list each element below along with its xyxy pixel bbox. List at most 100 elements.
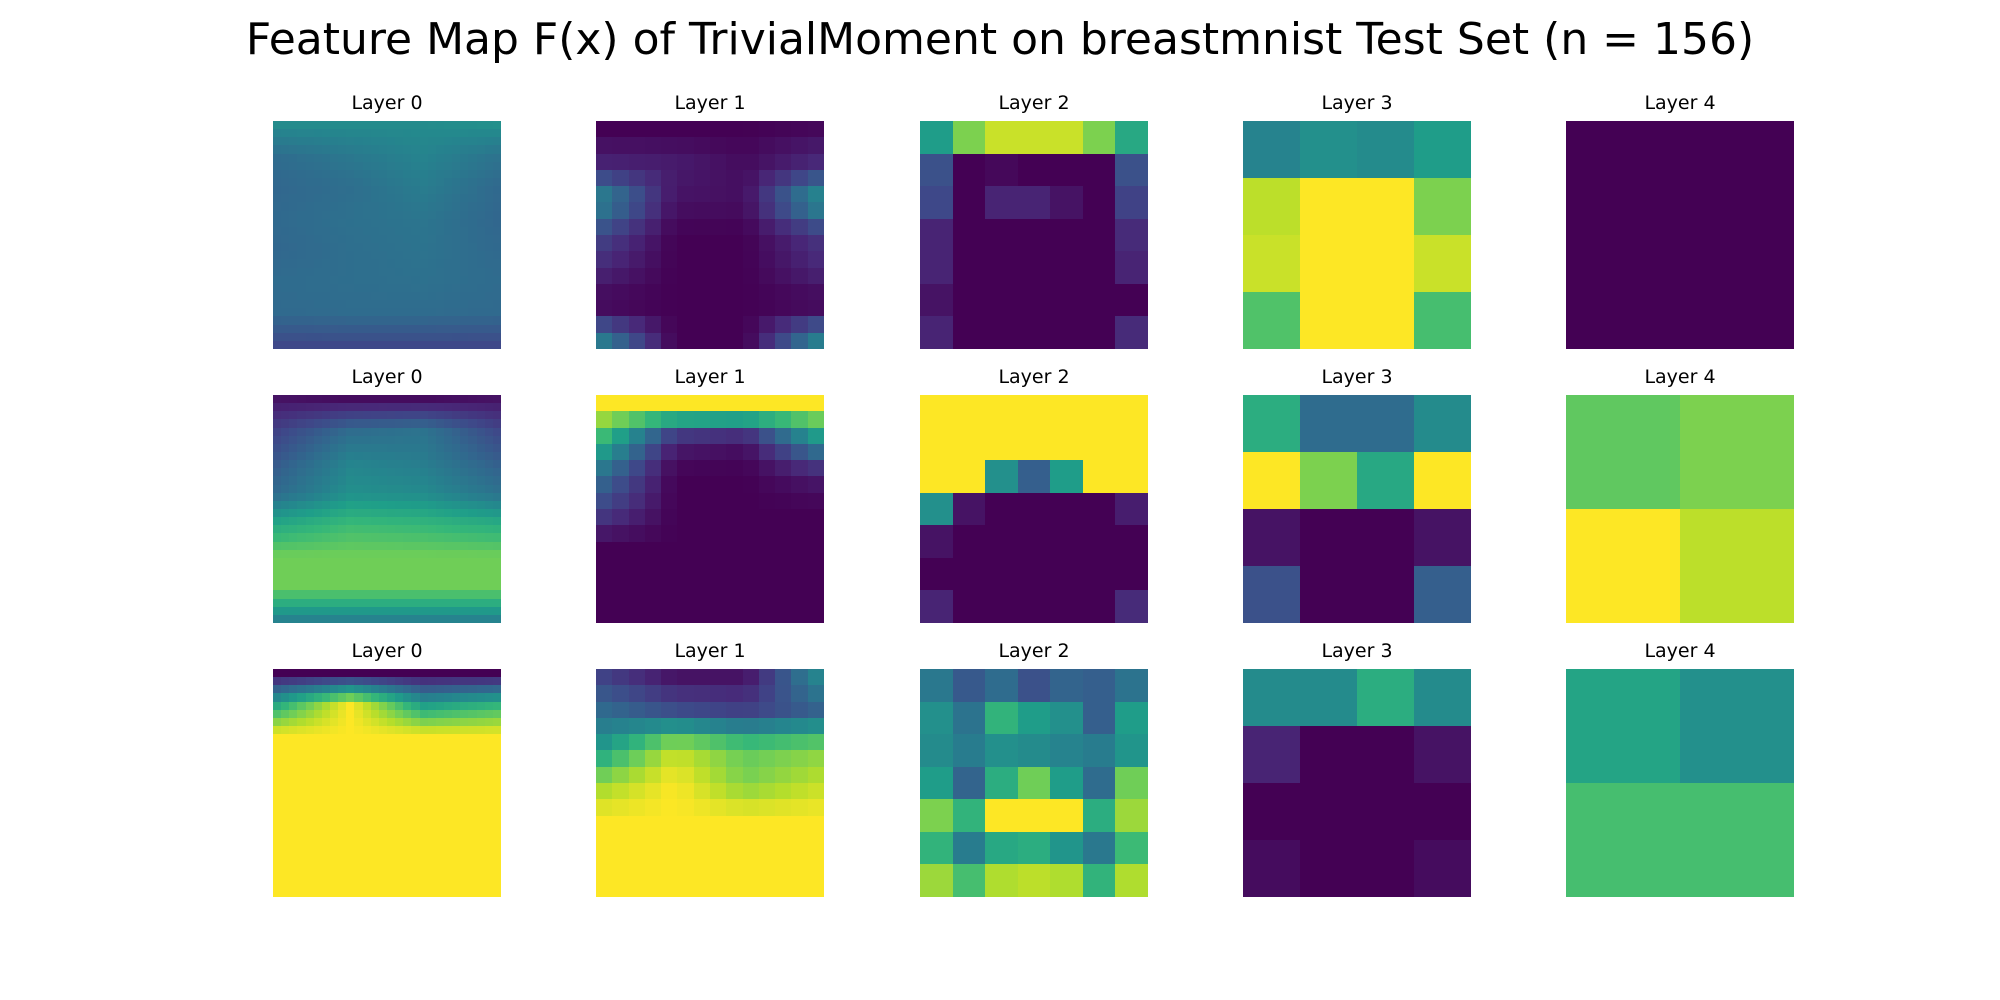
heatmap-cell [346, 832, 354, 840]
heatmap-cell [289, 452, 297, 460]
heatmap-cell [436, 219, 444, 227]
heatmap-cell [420, 395, 428, 403]
heatmap-cell [387, 129, 395, 137]
heatmap-cell [306, 517, 314, 525]
heatmap-cell [444, 799, 452, 807]
heatmap-cell [677, 268, 694, 284]
heatmap-cell [436, 292, 444, 300]
heatmap-cell [460, 566, 468, 574]
heatmap-cell [322, 243, 330, 251]
heatmap-cell [1018, 702, 1050, 734]
heatmap-cell [387, 702, 395, 710]
heatmap-cell [808, 186, 824, 202]
heatmap-cell [808, 476, 824, 493]
heatmap-cell [395, 493, 403, 501]
heatmap-cell [726, 607, 743, 623]
heatmap-cell [436, 607, 444, 615]
heatmap-cell [411, 243, 420, 251]
heatmap-cell [468, 259, 477, 268]
heatmap-cell [420, 121, 428, 129]
heatmap-cell [314, 178, 322, 186]
heatmap-cell [661, 300, 677, 316]
heatmap-cell [1083, 767, 1115, 799]
heatmap-cell [338, 251, 346, 259]
heatmap-cell [493, 607, 501, 615]
heatmap-image [596, 121, 824, 349]
heatmap-cell [273, 300, 281, 308]
heatmap-cell [306, 685, 314, 693]
heatmap-cell [330, 742, 338, 750]
heatmap-cell [1115, 251, 1148, 284]
heatmap-cell [477, 509, 485, 517]
heatmap-cell [289, 783, 297, 791]
heatmap-cell [645, 170, 661, 186]
heatmap-cell [710, 300, 726, 316]
heatmap-cell [493, 566, 501, 574]
heatmap-cell [444, 243, 452, 251]
heatmap-cell [330, 316, 338, 325]
heatmap-cell [411, 864, 420, 873]
heatmap-cell [338, 452, 346, 460]
heatmap-cell [289, 292, 297, 300]
heatmap-cell [420, 873, 428, 881]
heatmap-image [1243, 395, 1471, 623]
heatmap-cell [759, 881, 775, 897]
heatmap-cell [468, 864, 477, 873]
heatmap-cell [791, 669, 808, 685]
heatmap-cell [477, 194, 485, 202]
heatmap-cell [273, 292, 281, 300]
heatmap-cell [428, 259, 436, 268]
heatmap-cell [661, 428, 677, 444]
heatmap-cell [306, 243, 314, 251]
heatmap-cell [346, 677, 354, 685]
heatmap-cell [297, 333, 306, 341]
heatmap-cell [338, 718, 346, 726]
heatmap-cell [1050, 186, 1083, 219]
heatmap-cell [460, 259, 468, 268]
heatmap-cell [387, 395, 395, 403]
heatmap-cell [363, 476, 371, 485]
heatmap-cell [379, 525, 387, 533]
heatmap-cell [314, 325, 322, 333]
heatmap-cell [395, 542, 403, 550]
panel-title: Layer 3 [1321, 366, 1393, 388]
heatmap-cell [436, 186, 444, 194]
heatmap-cell [726, 669, 743, 685]
heatmap-cell [330, 411, 338, 419]
heatmap-cell [759, 783, 775, 799]
heatmap-cell [387, 202, 395, 211]
heatmap-cell [694, 186, 710, 202]
heatmap-cell [1050, 558, 1083, 590]
heatmap-cell [436, 251, 444, 259]
heatmap-cell [791, 428, 808, 444]
heatmap-cell [297, 775, 306, 783]
heatmap-cell [330, 341, 338, 349]
heatmap-cell [363, 259, 371, 268]
heatmap-cell [468, 710, 477, 718]
heatmap-cell [354, 325, 363, 333]
heatmap-cell [281, 194, 289, 202]
heatmap-cell [371, 501, 379, 509]
heatmap-cell [281, 542, 289, 550]
heatmap-cell [411, 582, 420, 590]
heatmap-cell [306, 460, 314, 468]
heatmap-cell [436, 783, 444, 791]
heatmap-cell [371, 759, 379, 767]
heatmap-cell [420, 718, 428, 726]
heatmap-cell [297, 121, 306, 129]
heatmap-cell [281, 525, 289, 533]
heatmap-cell [493, 533, 501, 542]
heatmap-cell [420, 783, 428, 791]
heatmap-cell [314, 840, 322, 848]
heatmap-cell [460, 211, 468, 219]
heatmap-cell [379, 832, 387, 840]
heatmap-cell [428, 300, 436, 308]
heatmap-cell [485, 669, 493, 677]
heatmap-cell [273, 325, 281, 333]
heatmap-cell [273, 170, 281, 178]
heatmap-cell [297, 211, 306, 219]
heatmap-cell [775, 170, 791, 186]
heatmap-cell [289, 525, 297, 533]
heatmap-cell [403, 300, 411, 308]
heatmap-cell [297, 574, 306, 582]
